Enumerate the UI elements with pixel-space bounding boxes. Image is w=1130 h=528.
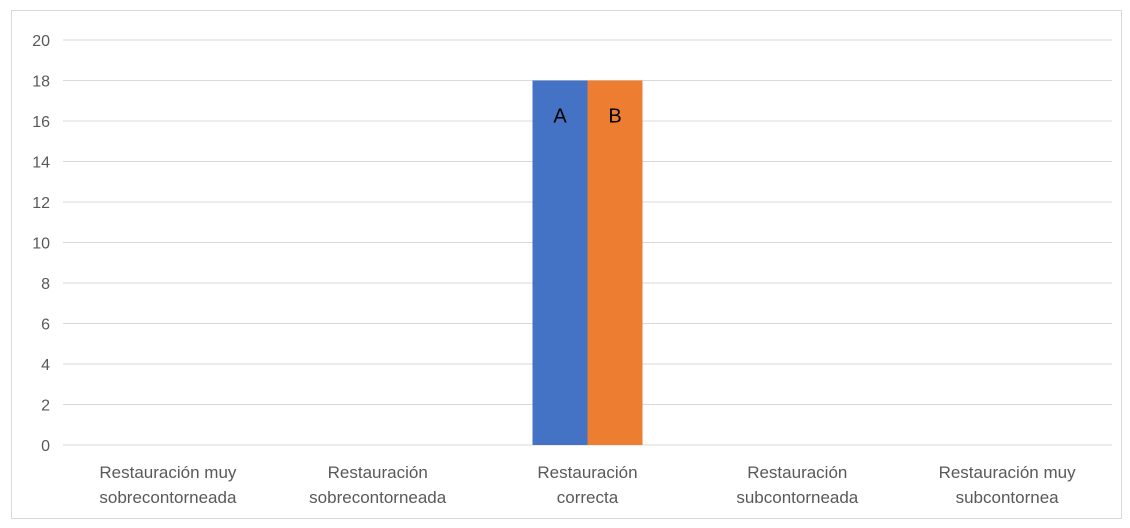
y-tick-label: 2 xyxy=(41,398,50,415)
x-category-label: Restauración muy xyxy=(99,463,237,482)
y-tick-label: 20 xyxy=(32,33,50,50)
y-tick-label: 14 xyxy=(32,155,50,172)
y-tick-label: 16 xyxy=(32,114,50,131)
y-tick-label: 4 xyxy=(41,357,50,374)
x-category-label: subcontornea xyxy=(956,488,1060,507)
bar-data-label: A xyxy=(553,106,567,128)
bar xyxy=(587,80,643,445)
x-category-label: Restauración xyxy=(328,463,428,482)
x-category-label: sobrecontorneada xyxy=(309,488,447,507)
y-tick-label: 0 xyxy=(41,438,50,455)
bar xyxy=(532,80,588,445)
x-category-label: sobrecontorneada xyxy=(99,488,237,507)
x-category-label: Restauración xyxy=(747,463,847,482)
x-category-label: correcta xyxy=(557,488,619,507)
x-category-label: Restauración xyxy=(537,463,637,482)
x-category-label: subcontorneada xyxy=(736,488,858,507)
y-tick-label: 10 xyxy=(32,236,50,253)
y-tick-label: 8 xyxy=(41,276,50,293)
y-tick-label: 12 xyxy=(32,195,50,212)
y-tick-label: 18 xyxy=(32,74,50,91)
y-tick-label: 6 xyxy=(41,317,50,334)
x-category-label: Restauración muy xyxy=(939,463,1077,482)
bar-data-label: B xyxy=(608,106,621,128)
